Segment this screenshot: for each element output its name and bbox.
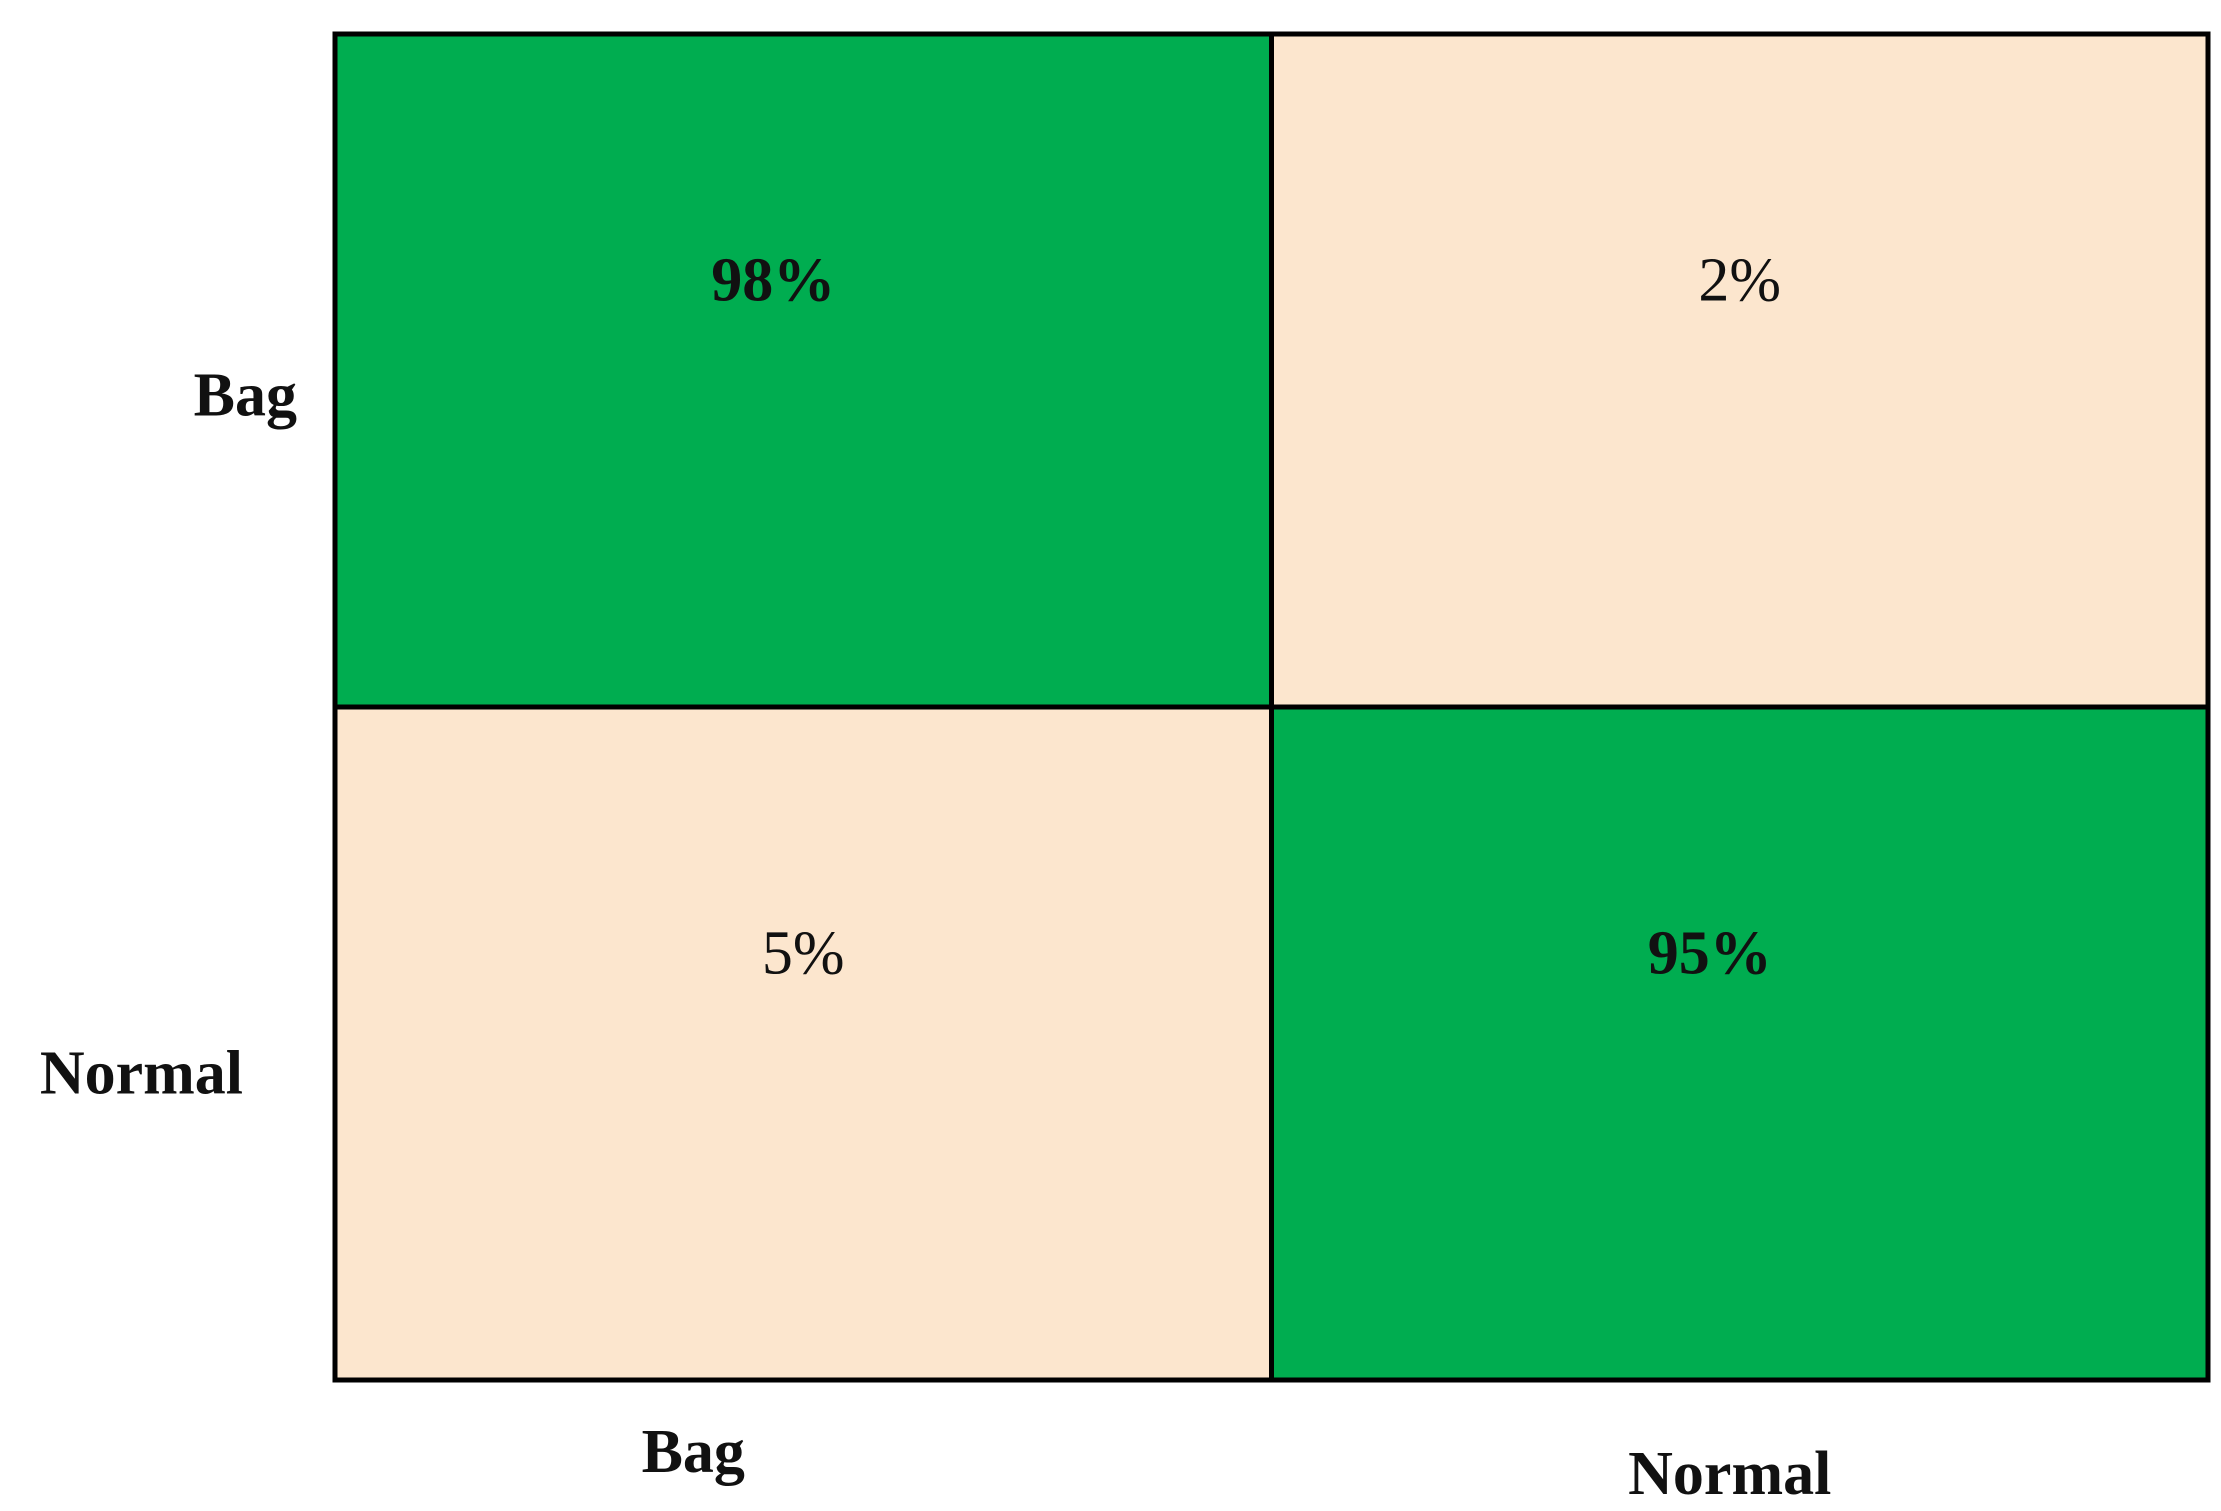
row-label-normal: Normal: [40, 1040, 243, 1108]
matrix-cell-normal-bag: [335, 707, 1272, 1380]
matrix-cell-bag-bag: [335, 34, 1272, 707]
cell-value-label: 2%: [1698, 247, 1781, 315]
row-label-bag: Bag: [194, 362, 297, 430]
cell-value-label: 5%: [762, 920, 845, 988]
axis-tick-labels: Bag Normal Bag Normal: [40, 362, 1832, 1509]
matrix-cell-bag-normal: [1271, 34, 2208, 707]
matrix-grid-lines: [332, 31, 2211, 1383]
cell-value-label: 98%: [711, 247, 835, 315]
matrix-cell-normal-normal: [1271, 707, 2208, 1380]
matrix-cells: [335, 34, 2208, 1380]
col-label-bag: Bag: [642, 1418, 745, 1486]
matrix-cell-labels: 98% 2% 5% 95%: [711, 247, 1781, 988]
cell-value-label: 95%: [1648, 920, 1772, 988]
col-label-normal: Normal: [1628, 1440, 1831, 1508]
